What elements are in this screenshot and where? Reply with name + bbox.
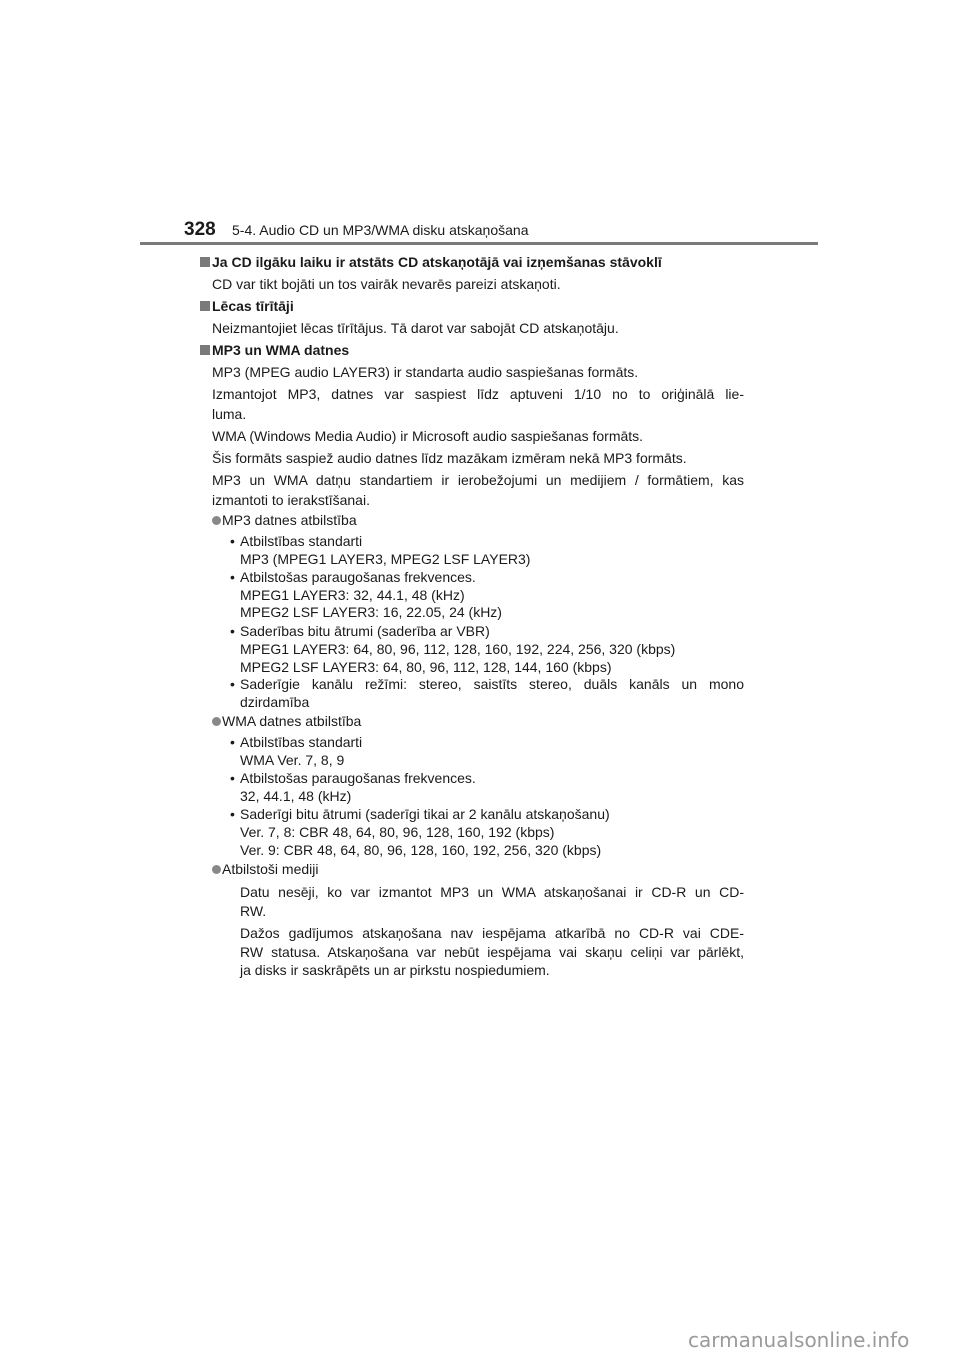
list-line: Atbilstības standarti bbox=[240, 533, 363, 549]
circle-bullet-icon bbox=[212, 865, 221, 874]
paragraph-line: Neizmantojiet lēcas tīrītājus. Tā darot … bbox=[212, 320, 619, 336]
list-line: dzirdamība bbox=[240, 694, 310, 710]
circle-bullet-icon bbox=[212, 516, 221, 525]
list-line: Ver. 9: CBR 48, 64, 80, 96, 128, 160, 19… bbox=[240, 842, 602, 858]
list-line: MPEG1 LAYER3: 64, 80, 96, 112, 128, 160,… bbox=[240, 641, 676, 657]
bullet-icon: • bbox=[230, 770, 235, 786]
section-heading: Lēcas tīrītāji bbox=[212, 298, 294, 314]
list-line: Ver. 7, 8: CBR 48, 64, 80, 96, 128, 160,… bbox=[240, 824, 555, 840]
section-title: 5-4. Audio CD un MP3/WMA disku atskaņoša… bbox=[232, 222, 529, 238]
bullet-icon: • bbox=[230, 676, 235, 692]
list-line: MPEG2 LSF LAYER3: 64, 80, 96, 112, 128, … bbox=[240, 659, 612, 675]
list-line: Saderīgie kanālu režīmi: stereo, saistīt… bbox=[240, 676, 744, 692]
list-line: 32, 44.1, 48 (kHz) bbox=[240, 788, 352, 804]
square-bullet-icon bbox=[200, 301, 210, 311]
paragraph-line: CD var tikt bojāti un tos vairāk nevarēs… bbox=[212, 276, 561, 292]
list-line: Saderības bitu ātrumi (saderība ar VBR) bbox=[240, 623, 490, 639]
subsection-title: Atbilstoši mediji bbox=[222, 861, 319, 877]
bullet-icon: • bbox=[230, 533, 235, 549]
list-line: Atbilstošas paraugošanas frekvences. bbox=[240, 569, 476, 585]
paragraph-line: RW statusa. Atskaņošana var nebūt iespēj… bbox=[240, 944, 744, 960]
bullet-icon: • bbox=[230, 623, 235, 639]
list-line: Atbilstības standarti bbox=[240, 734, 363, 750]
page-number: 328 bbox=[184, 219, 216, 240]
subsection-title: MP3 datnes atbilstība bbox=[222, 512, 357, 528]
square-bullet-icon bbox=[200, 345, 210, 355]
paragraph-line: MP3 un WMA datņu standartiem ir ierobežo… bbox=[212, 472, 744, 488]
paragraph-line: ja disks ir saskrāpēts un ar pirkstu nos… bbox=[240, 962, 550, 978]
paragraph-line: MP3 (MPEG audio LAYER3) ir standarta aud… bbox=[212, 364, 639, 380]
header-rule bbox=[140, 242, 818, 245]
list-line: Atbilstošas paraugošanas frekvences. bbox=[240, 770, 476, 786]
subsection-title: WMA datnes atbilstība bbox=[222, 713, 362, 729]
circle-bullet-icon bbox=[212, 717, 221, 726]
watermark: carmanualsonline.info bbox=[688, 1328, 910, 1352]
paragraph-line: Dažos gadījumos atskaņošana nav iespējam… bbox=[240, 925, 744, 941]
list-line: Saderīgi bitu ātrumi (saderīgi tikai ar … bbox=[240, 806, 610, 822]
paragraph-line: Izmantojot MP3, datnes var saspiest līdz… bbox=[212, 386, 744, 402]
paragraph-line: Datu nesēji, ko var izmantot MP3 un WMA … bbox=[240, 884, 744, 900]
paragraph-line: luma. bbox=[212, 406, 247, 422]
bullet-icon: • bbox=[230, 734, 235, 750]
list-line: MPEG1 LAYER3: 32, 44.1, 48 (kHz) bbox=[240, 587, 465, 603]
paragraph-line: Šis formāts saspiež audio datnes līdz ma… bbox=[212, 450, 687, 466]
bullet-icon: • bbox=[230, 806, 235, 822]
square-bullet-icon bbox=[200, 257, 210, 267]
paragraph-line: WMA (Windows Media Audio) ir Microsoft a… bbox=[212, 428, 644, 444]
list-line: MPEG2 LSF LAYER3: 16, 22.05, 24 (kHz) bbox=[240, 604, 502, 620]
list-line: MP3 (MPEG1 LAYER3, MPEG2 LSF LAYER3) bbox=[240, 551, 531, 567]
paragraph-line: RW. bbox=[240, 903, 267, 919]
bullet-icon: • bbox=[230, 569, 235, 585]
section-heading: MP3 un WMA datnes bbox=[212, 342, 350, 358]
section-heading: Ja CD ilgāku laiku ir atstāts CD atskaņo… bbox=[212, 254, 662, 270]
list-line: WMA Ver. 7, 8, 9 bbox=[240, 752, 345, 768]
paragraph-line: izmantoti to ierakstīšanai. bbox=[212, 492, 370, 508]
